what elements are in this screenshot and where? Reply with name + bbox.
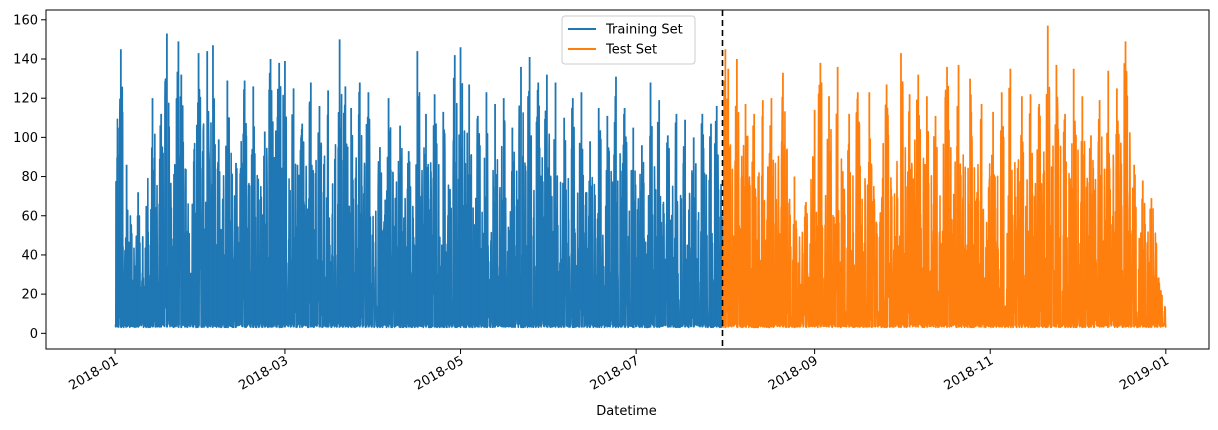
x-tick-label: 2018-09 [766, 353, 821, 393]
legend-label-test: Test Set [605, 43, 657, 58]
y-tick-label: 0 [30, 327, 38, 342]
y-tick-label: 140 [13, 52, 38, 67]
y-tick-label: 60 [21, 209, 38, 224]
y-tick-label: 160 [13, 13, 38, 28]
x-tick-label: 2018-07 [588, 353, 643, 393]
y-tick-label: 120 [13, 92, 38, 107]
y-tick-label: 20 [21, 288, 38, 303]
series-line-test [721, 63, 1167, 329]
y-tick-label: 80 [21, 170, 38, 185]
x-tick-label: 2019-01 [1117, 353, 1172, 393]
x-tick-label: 2018-11 [942, 353, 997, 393]
legend-label-training: Training Set [605, 23, 683, 38]
x-axis: 2018-01 2018-03 2018-05 2018-07 2018-09 2018-… [67, 349, 1172, 394]
y-tick-label: 100 [13, 131, 38, 146]
y-tick-label: 40 [21, 248, 38, 263]
x-axis-title: Datetime [596, 404, 656, 419]
x-tick-label: 2018-01 [67, 353, 122, 393]
x-tick-label: 2018-03 [236, 353, 291, 393]
plot-frame [45, 9, 1210, 350]
legend: Training Set Test Set [561, 15, 696, 65]
x-tick-label: 2018-05 [412, 353, 467, 393]
series-layer [114, 25, 1167, 329]
y-axis: 0 20 40 60 80 100 120 140 160 [13, 13, 46, 342]
series-line-training [114, 71, 724, 329]
